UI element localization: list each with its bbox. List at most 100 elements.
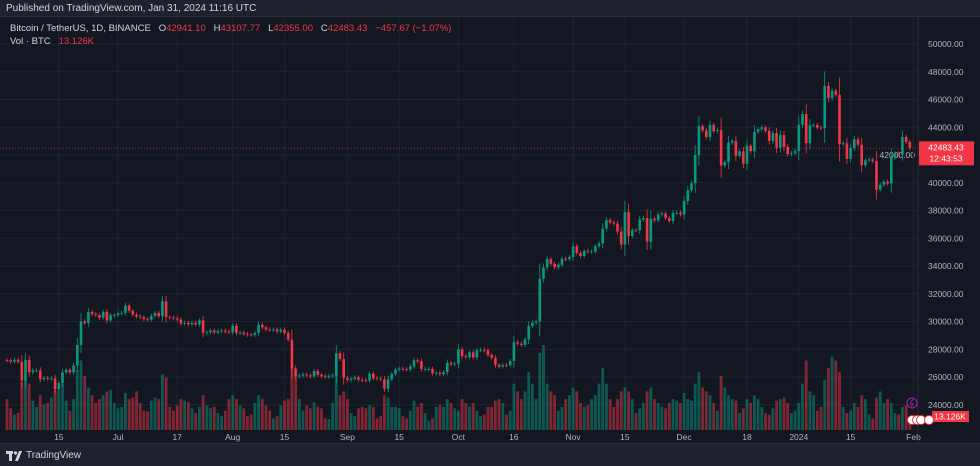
volume-bar	[401, 416, 405, 430]
candle-body	[312, 371, 316, 377]
candle-body	[150, 315, 153, 320]
volume-bar	[482, 414, 486, 430]
y-tick-label: 34000.00	[928, 261, 964, 271]
candle-body	[645, 217, 649, 242]
candle-body	[57, 382, 61, 390]
volume-bar	[416, 406, 420, 430]
candle-body	[175, 318, 179, 320]
volume-bar	[793, 410, 797, 430]
candle-body	[290, 339, 294, 369]
candle-body	[50, 378, 53, 380]
volume-bar	[209, 408, 212, 430]
x-tick-label: Dec	[677, 432, 693, 442]
x-tick-label: 2024	[789, 432, 808, 442]
candle-body	[816, 125, 819, 128]
volume-bar	[223, 410, 227, 430]
volume-bar	[94, 402, 98, 430]
symbol-title[interactable]: Bitcoin / TetherUS, 1D, BINANCE	[10, 23, 151, 34]
volume-bar	[886, 399, 889, 430]
y-tick-label: 30000.00	[928, 317, 964, 327]
y-tick-label: 28000.00	[928, 344, 964, 354]
volume-bar	[235, 399, 238, 430]
volume-bar	[608, 399, 612, 430]
volume-bar	[867, 414, 871, 430]
volume-bar	[579, 402, 582, 430]
candle-body	[298, 375, 301, 377]
candle-body	[98, 314, 101, 318]
candle-body	[397, 368, 401, 370]
candle-body	[338, 353, 342, 359]
volume-bar	[904, 405, 908, 430]
volume-bar	[593, 395, 597, 430]
candle-body	[597, 243, 601, 247]
candle-body	[187, 322, 190, 325]
volume-bar	[819, 406, 823, 430]
volume-bar	[908, 419, 912, 430]
candle-body	[179, 319, 183, 324]
candle-body	[31, 370, 35, 373]
candle-body	[216, 330, 220, 333]
volume-bar	[682, 392, 686, 430]
candle-body	[161, 301, 164, 317]
volume-bar	[397, 408, 401, 430]
y-tick-label: 50000.00	[928, 39, 964, 49]
volume-bar	[464, 402, 468, 430]
volume-bar	[13, 414, 16, 430]
candle-body	[560, 258, 564, 265]
candle-body	[101, 311, 105, 318]
volume-bar	[852, 402, 856, 430]
volume-bar	[542, 345, 545, 430]
volume-bar	[834, 360, 838, 430]
candle-body	[527, 326, 530, 340]
volume-bar	[697, 372, 701, 430]
volume-bar	[72, 399, 75, 430]
candle-body	[61, 372, 64, 383]
x-tick-label: 15	[620, 432, 630, 442]
candle-body	[357, 377, 360, 380]
volume-bar	[38, 395, 42, 430]
volume-bar	[616, 399, 619, 430]
candle-body	[157, 312, 160, 317]
candle-body	[116, 313, 120, 315]
candle-body	[631, 230, 634, 237]
volume-bar	[283, 400, 286, 430]
candle-body	[660, 213, 664, 215]
volume-bar	[423, 413, 427, 430]
x-tick-label: Feb	[906, 432, 921, 442]
volume-bar	[116, 408, 120, 430]
volume-bar	[420, 402, 423, 430]
volume-bar	[264, 405, 268, 430]
volume-bar	[35, 406, 38, 430]
volume-bar	[20, 382, 24, 430]
candle-body	[545, 259, 549, 268]
candle-body	[9, 360, 12, 362]
candle-body	[16, 359, 20, 362]
candle-body	[568, 256, 571, 260]
volume-bar	[375, 418, 379, 430]
y-tick-label: 24000.00	[928, 400, 964, 410]
volume-bar	[386, 397, 390, 430]
volume-bar	[16, 413, 20, 430]
volume-bar	[693, 383, 697, 430]
candle-body	[383, 379, 386, 389]
volume-bar	[442, 406, 445, 430]
candle-body	[542, 267, 545, 279]
volume-bar	[79, 360, 83, 430]
volume-bar	[175, 405, 179, 430]
candle-body	[135, 314, 138, 317]
volume-bar	[753, 395, 756, 430]
candle-body	[198, 320, 201, 325]
candle-body	[786, 146, 789, 155]
candle-body	[231, 325, 234, 333]
volume-bar	[553, 395, 556, 430]
volume-bar	[24, 379, 27, 430]
volume-bar	[760, 406, 764, 430]
volume-bar	[675, 400, 679, 430]
volume-bar	[294, 375, 297, 430]
volume-bar	[531, 383, 534, 430]
candle-body	[386, 379, 390, 389]
chart-pane[interactable]	[0, 16, 980, 444]
candle-body	[113, 314, 116, 316]
candle-body	[79, 321, 83, 345]
